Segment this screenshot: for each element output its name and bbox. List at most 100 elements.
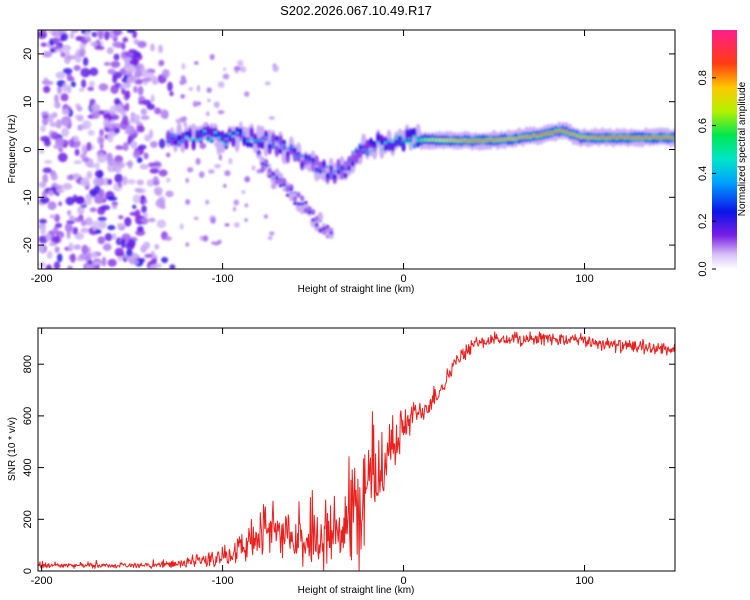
heatmap-main-track-core	[300, 154, 304, 158]
heatmap-noise-cell	[66, 230, 71, 240]
heatmap-main-track-core	[434, 138, 438, 142]
heatmap-secondary-track-band	[260, 166, 265, 173]
heatmap-noise-cell	[115, 145, 125, 151]
heatmap-main-track-core	[199, 138, 203, 141]
spectrogram-x-ticks: -200 -100 0 100	[31, 30, 594, 285]
heatmap-noise-cell	[41, 30, 47, 33]
heatmap-noise-cell	[107, 132, 114, 143]
heatmap-noise-cell	[136, 156, 143, 164]
heatmap-noise-cell	[53, 143, 63, 150]
heatmap-main-track-core	[441, 138, 445, 142]
heatmap-noise-cell	[54, 246, 60, 253]
heatmap-noise-cell	[121, 115, 129, 125]
heatmap-secondary-track-mid	[282, 183, 286, 187]
heatmap-noise-cell	[116, 222, 124, 228]
heatmap-secondary-track-mid	[304, 201, 308, 205]
heatmap-main-track-mid	[300, 161, 305, 168]
heatmap-noise-cell	[61, 44, 72, 52]
heatmap-main-track-core	[347, 158, 351, 162]
heatmap-noise-cell	[48, 30, 55, 35]
heatmap-noise-cell	[76, 106, 83, 112]
heatmap-noise-cell	[61, 127, 70, 137]
heatmap-noise-cell	[202, 235, 209, 242]
heatmap-noise-cell	[232, 206, 237, 212]
heatmap-main-track-core	[166, 138, 170, 142]
heatmap-noise-cell	[40, 227, 46, 236]
heatmap-noise-cell	[39, 245, 45, 253]
heatmap-noise-cell	[139, 163, 150, 170]
heatmap-main-track-core	[438, 138, 442, 142]
heatmap-secondary-track-core	[286, 185, 290, 188]
heatmap-main-track-mid	[380, 139, 384, 146]
heatmap-noise-cell	[137, 85, 144, 96]
heatmap-noise-cell	[138, 100, 147, 105]
heatmap-noise-cell	[57, 84, 62, 95]
heatmap-noise-cell	[40, 42, 47, 47]
heatmap-main-track-core	[177, 141, 181, 145]
heatmap-main-track-band	[354, 152, 359, 164]
heatmap-noise-cell	[55, 71, 66, 79]
heatmap-noise-cell	[47, 113, 54, 124]
heatmap-noise-cell	[57, 152, 68, 163]
heatmap-secondary-track-halo	[317, 211, 324, 222]
heatmap-secondary-track-core	[318, 220, 322, 223]
heatmap-main-track-band	[249, 127, 254, 138]
heatmap-noise-cell	[68, 242, 74, 252]
heatmap-noise-cell	[40, 125, 46, 133]
heatmap-noise-cell	[62, 82, 68, 93]
heatmap-noise-cell	[233, 222, 240, 228]
heatmap-noise-cell	[141, 205, 147, 214]
heatmap-secondary-track-band	[307, 205, 312, 212]
heatmap-main-track-mid	[246, 140, 250, 147]
heatmap-main-track-core	[333, 170, 337, 173]
colorbar-tick-label: 0.0	[697, 261, 709, 276]
heatmap-noise-cell	[129, 59, 140, 66]
heatmap-main-track-core	[253, 138, 257, 142]
heatmap-noise-cell	[121, 175, 128, 186]
heatmap-noise-cell	[211, 241, 217, 245]
heatmap-noise-cell	[42, 167, 52, 174]
heatmap-noise-cell	[69, 215, 75, 222]
heatmap-main-track-mid	[173, 140, 178, 146]
heatmap-noise-cell	[195, 157, 201, 165]
heatmap-main-track-core	[579, 136, 583, 139]
heatmap-main-track-mid	[390, 144, 395, 150]
heatmap-noise-cell	[47, 201, 57, 211]
heatmap-main-track-mid	[311, 157, 315, 164]
heatmap-main-track-halo	[234, 134, 240, 153]
heatmap-main-track-core	[463, 139, 467, 142]
heatmap-noise-cell	[86, 170, 93, 179]
heatmap-secondary-track-core	[315, 222, 319, 225]
heatmap-noise-cell	[68, 76, 75, 82]
heatmap-main-track-core	[459, 139, 463, 142]
heatmap-main-track-core	[264, 136, 268, 139]
heatmap-noise-cell	[73, 65, 81, 71]
heatmap-main-track-core	[358, 143, 362, 146]
heatmap-main-track-core	[231, 134, 235, 138]
colorbar-tick-label: 0.4	[697, 166, 709, 181]
heatmap-main-track-core	[420, 138, 424, 142]
heatmap-noise-cell	[74, 148, 80, 156]
heatmap-main-track-core	[499, 138, 503, 141]
heatmap-noise-cell	[73, 160, 83, 165]
heatmap-noise-cell	[77, 124, 84, 131]
heatmap-noise-cell	[185, 242, 190, 247]
heatmap-noise-cell	[113, 104, 124, 113]
heatmap-secondary-track-band	[285, 186, 290, 193]
heatmap-main-track-core	[329, 174, 333, 177]
heatmap-noise-cell	[97, 216, 107, 222]
heatmap-main-track-core	[315, 169, 319, 173]
heatmap-secondary-track-core	[289, 191, 293, 194]
heatmap-noise-cell	[141, 77, 152, 83]
heatmap-main-track-mid	[278, 148, 283, 155]
heatmap-noise-cell	[80, 219, 87, 227]
heatmap-noise-cell	[103, 243, 112, 252]
heatmap-main-track-mid	[408, 137, 413, 144]
heatmap-main-track-mid	[242, 137, 247, 144]
heatmap-noise-cell	[192, 100, 199, 108]
heatmap-noise-cell	[135, 64, 141, 70]
snr-frame	[37, 327, 676, 572]
heatmap-noise-cell	[136, 179, 144, 186]
heatmap-main-track-mid	[325, 173, 330, 179]
heatmap-noise-cell	[46, 250, 53, 260]
